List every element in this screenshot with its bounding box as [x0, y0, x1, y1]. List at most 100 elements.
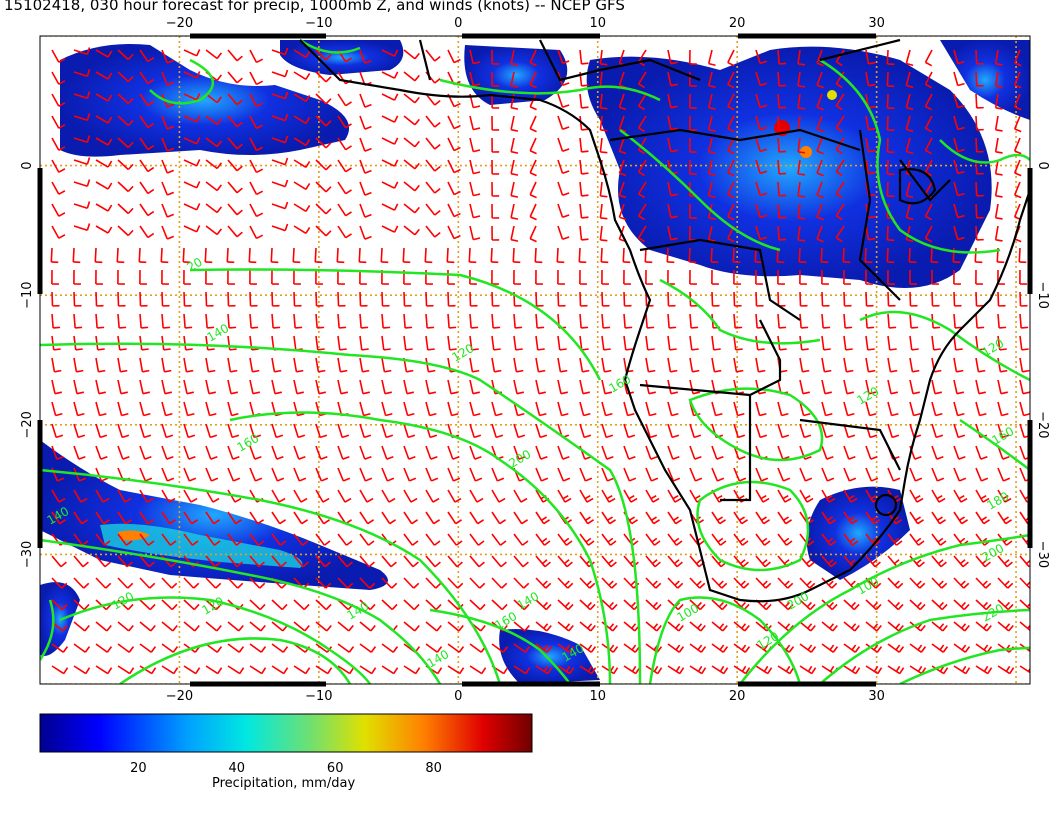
wind-barb [73, 291, 82, 307]
wind-barb [599, 49, 608, 66]
wind-barb [667, 445, 680, 460]
wind-barb [953, 401, 965, 417]
colorbar-tick-label: 80 [425, 761, 442, 776]
wind-barb [529, 71, 537, 89]
wind-barb [535, 269, 543, 285]
lon-tick-label-bottom: 10 [589, 689, 606, 704]
wind-barb [359, 533, 375, 546]
wind-barb [727, 159, 735, 177]
wind-barb [865, 335, 875, 351]
wind-barb [381, 379, 392, 395]
wind-barb [513, 555, 529, 568]
wind-barb [161, 511, 176, 525]
wind-barb [359, 225, 372, 240]
wind-barb [161, 489, 176, 503]
wind-barb [909, 555, 925, 568]
wind-barb [491, 225, 500, 241]
wind-barb [469, 313, 479, 329]
wind-barb [73, 313, 83, 329]
wind-barb [359, 555, 375, 568]
wind-barb [997, 423, 1010, 439]
wind-barb [513, 423, 526, 439]
wind-barb [293, 489, 308, 503]
wind-barb [491, 181, 500, 197]
wind-barb [73, 511, 88, 525]
wind-barb [865, 511, 880, 525]
wind-barb [707, 137, 716, 155]
precip-region-nw [60, 44, 350, 157]
wind-barb [931, 291, 940, 307]
wind-barb [865, 445, 878, 460]
contour-line [439, 78, 661, 102]
wind-barb [997, 577, 1014, 589]
wind-barb [689, 665, 707, 675]
wind-barb [510, 181, 519, 198]
colorbar [39, 713, 533, 753]
wind-barb [865, 291, 874, 307]
wind-barb [51, 643, 69, 653]
wind-barb [293, 357, 304, 373]
wind-barb [51, 49, 66, 63]
wind-barb [842, 247, 851, 264]
wind-barb [510, 159, 519, 176]
wind-barb [51, 159, 66, 173]
wind-barb [117, 203, 134, 215]
wind-barb [293, 467, 307, 482]
wind-barb [314, 247, 323, 264]
country-border [799, 418, 901, 471]
wind-barb [359, 379, 370, 395]
wind-barb [249, 533, 265, 546]
wind-barb [491, 533, 507, 546]
wind-barb [843, 533, 859, 546]
wind-barb [557, 643, 575, 653]
wind-barb [51, 71, 66, 85]
wind-barb [512, 247, 521, 264]
wind-barb [403, 621, 420, 632]
country-border [899, 159, 951, 202]
frame-scale-bars [37, 33, 1033, 687]
wind-barb [469, 137, 481, 153]
wind-barb [447, 379, 458, 395]
wind-barb [205, 665, 223, 675]
wind-barb [535, 511, 550, 525]
wind-barb [997, 335, 1007, 351]
wind-barb [183, 225, 201, 233]
wind-barb [601, 577, 618, 589]
wind-barb [557, 401, 569, 417]
wind-barb [909, 357, 920, 373]
wind-barb [557, 291, 566, 307]
lon-labels-bottom: −20 −10 0 10 20 30 [166, 689, 885, 704]
wind-barb [139, 643, 157, 653]
wind-barb [117, 269, 125, 285]
wind-barb [601, 555, 617, 568]
wind-barb [337, 379, 348, 395]
wind-barb [931, 621, 948, 632]
wind-barb [95, 577, 112, 589]
wind-barb [183, 269, 191, 285]
wind-barb [835, 203, 845, 221]
wind-barb [337, 181, 352, 195]
wind-barb [645, 533, 661, 546]
wind-barb [843, 489, 858, 503]
wind-barb [469, 379, 480, 395]
wind-barb [1013, 49, 1022, 67]
wind-barb [733, 577, 750, 589]
wind-barb [271, 533, 287, 546]
wind-barb [469, 357, 480, 373]
wind-barb [579, 137, 589, 153]
wind-barb [887, 577, 904, 589]
wind-barb [529, 203, 537, 221]
wind-barb [227, 511, 242, 525]
wind-barb [425, 423, 438, 439]
wind-barb [667, 555, 683, 568]
wind-barb [425, 621, 442, 632]
wind-barb [601, 467, 615, 482]
wind-barb [403, 423, 416, 439]
wind-barb [599, 203, 608, 220]
wind-barb [886, 137, 895, 154]
wind-barb [755, 49, 768, 65]
wind-barb [557, 115, 570, 131]
wind-barb [293, 313, 303, 329]
wind-barb [227, 643, 245, 653]
wind-barb [797, 49, 806, 66]
